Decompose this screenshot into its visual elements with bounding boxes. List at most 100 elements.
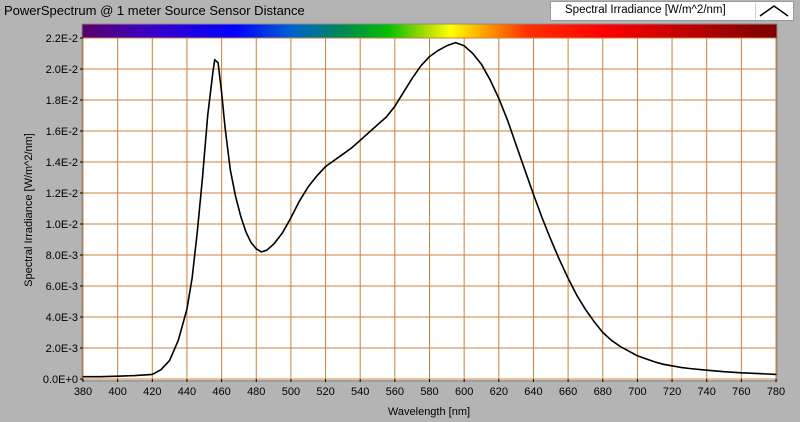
x-tick-label: 700	[628, 386, 646, 398]
x-tick-label: 780	[767, 386, 785, 398]
x-tick-label: 500	[282, 386, 300, 398]
line-plot-icon[interactable]	[755, 3, 792, 19]
data-point	[234, 195, 237, 197]
y-tick-label: 1.8E-2	[46, 95, 78, 107]
y-tick-label: 4.0E-3	[46, 312, 78, 324]
data-point	[221, 91, 223, 93]
x-tick-label: 400	[108, 386, 126, 398]
legend-label: Spectral Irradiance [W/m^2/nm]	[565, 4, 726, 16]
data-point	[662, 363, 665, 365]
x-tick-label: 480	[247, 386, 265, 398]
data-point	[550, 238, 552, 241]
data-point	[688, 367, 691, 370]
spectrum-trace	[83, 41, 777, 378]
data-point	[645, 358, 647, 360]
data-point	[394, 105, 396, 107]
data-point	[160, 369, 162, 371]
y-tick-label: 2.2E-2	[46, 33, 78, 45]
data-point	[359, 139, 361, 141]
x-tick-label: 560	[386, 386, 404, 398]
data-point	[273, 243, 275, 245]
data-point	[671, 365, 673, 367]
data-point	[229, 169, 231, 171]
data-point	[584, 308, 587, 310]
data-point	[480, 63, 483, 65]
x-tick-label: 720	[663, 386, 681, 398]
data-point	[350, 147, 353, 149]
data-point	[576, 294, 578, 296]
data-point	[196, 231, 198, 233]
data-point	[567, 277, 569, 279]
x-tick-label: 660	[559, 386, 577, 398]
x-tick-label: 680	[594, 386, 612, 398]
data-point	[628, 350, 630, 352]
x-tick-label: 520	[316, 386, 334, 398]
x-tick-label: 640	[524, 386, 542, 398]
data-point	[558, 259, 561, 261]
y-tick-label: 1.4E-2	[46, 157, 78, 169]
x-tick-label: 620	[490, 386, 508, 398]
data-point	[428, 56, 431, 58]
data-point	[385, 116, 387, 118]
wavelength-color-bar	[82, 24, 777, 38]
data-point	[260, 251, 262, 253]
data-point	[472, 52, 474, 55]
x-axis-ticks: 380 400 420 440 460 480 500 520 540 560 580 600 620 6…	[74, 379, 785, 398]
x-axis-label: Wavelength [nm]	[388, 406, 470, 418]
data-point	[706, 369, 708, 371]
data-point	[368, 131, 370, 134]
data-point	[266, 249, 268, 251]
data-point	[541, 217, 543, 219]
data-point	[281, 232, 283, 234]
data-point	[654, 361, 656, 363]
data-point	[217, 62, 219, 64]
y-tick-label: 0.0E+0	[43, 374, 78, 386]
y-tick-label: 1.2E-2	[46, 188, 78, 200]
data-point	[290, 217, 292, 219]
data-point	[224, 127, 226, 129]
data-point	[212, 71, 214, 73]
y-tick-label: 1.0E-2	[46, 219, 78, 231]
data-point	[489, 79, 491, 81]
x-tick-label: 420	[143, 386, 161, 398]
data-point	[307, 186, 309, 188]
data-point	[454, 42, 457, 44]
y-axis-ticks: 0.0E+0 2.0E-3 4.0E-3 6.0E-3 8.0E-3 1.0E-2 1.2E…	[43, 33, 83, 386]
data-point	[207, 114, 209, 117]
data-point	[245, 231, 247, 233]
data-point	[524, 169, 526, 171]
data-point	[775, 373, 777, 375]
data-point	[437, 49, 439, 52]
x-tick-label: 760	[732, 386, 750, 398]
data-point	[186, 308, 188, 310]
data-point	[446, 45, 448, 47]
data-point	[420, 65, 422, 67]
data-point	[723, 371, 725, 373]
data-point	[610, 339, 613, 341]
data-point	[411, 77, 413, 79]
data-point	[99, 376, 101, 378]
x-tick-label: 740	[698, 386, 716, 398]
data-point	[169, 359, 171, 361]
x-tick-label: 600	[455, 386, 473, 398]
data-point	[177, 339, 179, 341]
line-plot-icon-graphic	[759, 5, 789, 17]
data-point	[532, 193, 535, 196]
data-point	[680, 366, 682, 368]
data-point	[636, 355, 639, 357]
data-point	[515, 144, 517, 146]
plot-legend[interactable]: Spectral Irradiance [W/m^2/nm]	[550, 1, 794, 21]
data-point	[593, 321, 595, 323]
window-title: PowerSpectrum @ 1 meter Source Sensor Di…	[4, 3, 305, 18]
data-point	[402, 91, 405, 93]
data-point	[602, 331, 604, 334]
data-point	[134, 375, 136, 377]
data-point	[214, 59, 216, 61]
data-point	[82, 376, 84, 378]
x-tick-label: 440	[178, 386, 196, 398]
data-point	[342, 153, 344, 155]
x-tick-label: 380	[74, 386, 92, 398]
data-point	[316, 175, 318, 177]
data-point	[758, 373, 760, 375]
